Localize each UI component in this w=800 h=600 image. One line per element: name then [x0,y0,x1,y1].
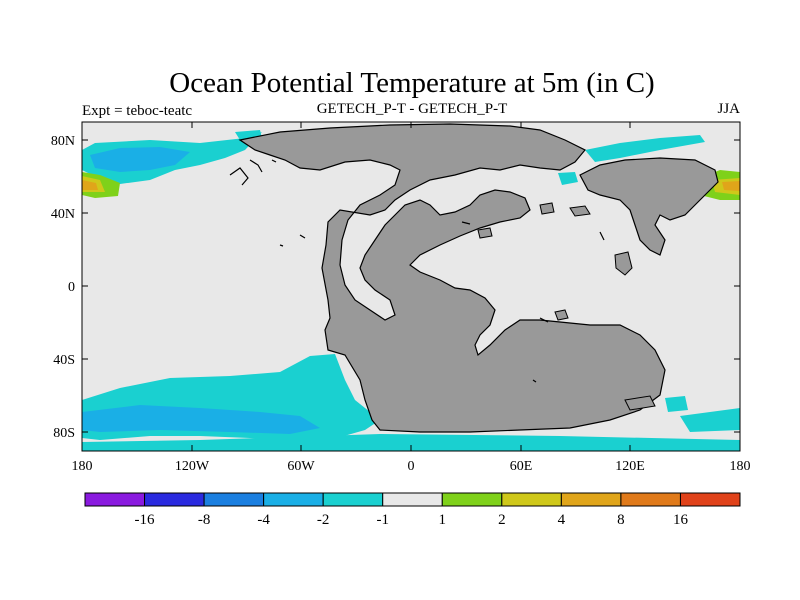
subtitle-right: JJA [717,101,740,117]
map-title: Ocean Potential Temperature at 5m (in C) [169,67,654,99]
lon-label: 60W [287,459,315,474]
colorbar-label: -8 [198,512,211,528]
coastline-fragment [229,167,249,186]
land-east-asia [579,157,719,256]
colorbar-swatch [441,492,503,507]
land-small-island [554,309,569,321]
lon-label: 0 [408,459,415,474]
coastline-fragment [599,231,605,241]
colorbar-swatch [501,492,562,507]
colorbar-swatch [679,492,741,507]
coastline-fragment [532,379,537,383]
land-small-island [624,395,656,411]
coastline-fragment [299,234,306,239]
lat-label: 40N [51,207,75,222]
cool-anomaly-southern-ocean-core [82,405,320,434]
lat-label: 80N [51,134,75,149]
colorbar-swatch [84,492,146,507]
colorbar-swatch [263,492,324,507]
lat-label: 0 [68,280,75,295]
colorbar-swatch [382,492,443,507]
subtitle-center: GETECH_P-T - GETECH_P-T [317,101,508,117]
subtitle-left: Expt = teboc-teatc [82,103,192,119]
colorbar-label: -4 [257,512,270,528]
colorbar-swatch [203,492,265,507]
colorbar-label: -16 [135,512,155,528]
coastline-fragments [229,159,605,383]
warm-anomaly-east-8 [722,181,740,191]
colorbar-labels: -16 -8 -4 -2 -1 1 2 4 8 16 [135,512,689,528]
coastline-fragment [271,159,277,163]
colorbar-swatch [620,492,681,507]
colorbar-swatch [322,492,384,507]
cool-anomaly-small-patch [558,172,578,185]
land-pangaea-north [238,123,666,433]
warm-anomaly-west-8 [82,180,98,190]
lat-labels: 80N 40N 0 40S 80S [51,134,75,441]
land-small-island [539,202,555,215]
colorbar-label: 8 [617,512,625,528]
land-small-island [569,205,591,217]
cool-anomaly-antarctic-band [82,434,740,451]
map-ticks [81,122,741,451]
lon-label: 60E [510,459,533,474]
colorbar-swatch [144,492,205,507]
colorbar [84,492,741,507]
land-small-island [477,227,493,239]
lon-label: 120E [615,459,645,474]
land-small-island [614,251,633,276]
land-masses [238,123,719,433]
colorbar-swatch [560,492,622,507]
lon-labels: 180 120W 60W 0 60E 120E 180 [72,459,751,474]
lon-label: 180 [72,459,93,474]
colorbar-label: 1 [439,512,447,528]
colorbar-label: 4 [558,512,566,528]
lon-label: 180 [730,459,751,474]
colorbar-label: 16 [673,512,689,528]
colorbar-label: 2 [498,512,506,528]
coastline-fragment [539,317,549,323]
anomaly-fields [82,130,740,451]
cool-anomaly-south-east [680,408,740,432]
colorbar-label: -2 [317,512,330,528]
coastline-fragment [461,221,471,225]
coastline-fragment [249,159,263,173]
cool-anomaly-north-east [585,135,705,162]
lat-label: 80S [53,426,75,441]
cool-anomaly-north-pacific-core [90,147,190,172]
cool-anomaly-south-east-small [665,396,688,412]
colorbar-label: -1 [376,512,389,528]
lon-label: 120W [175,459,210,474]
coastline-fragment [279,244,284,247]
lat-label: 40S [53,353,75,368]
map-panel: 80N 40N 0 40S 80S 180 120W 60W 0 60E 120… [51,121,751,474]
